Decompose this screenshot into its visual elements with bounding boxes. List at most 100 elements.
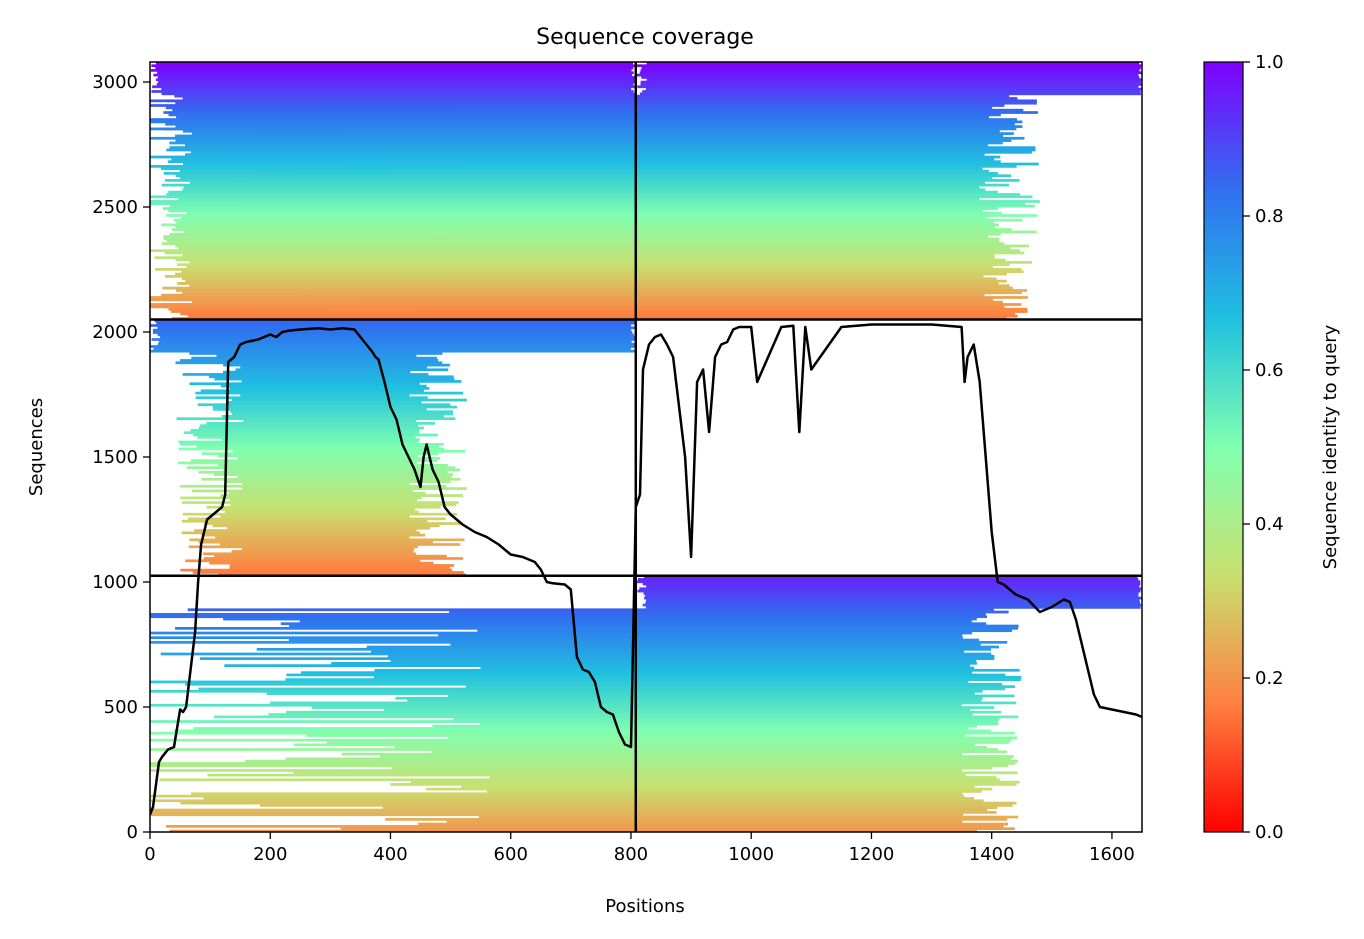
colorbar: 0.0 0.2 0.4 0.6 0.8 1.0 Sequence identity to … [1203,52,1341,843]
coverage-row [150,794,965,798]
coverage-row [221,508,415,511]
coverage-row [189,284,536,288]
coverage-row [362,214,1038,217]
coverage-row [637,589,1141,593]
coverage-row [161,183,503,187]
coverage-row [197,218,1023,222]
coverage-row [283,172,999,175]
coverage-row [342,162,1039,166]
coverage-row [293,771,1018,775]
coverage-row [353,115,990,119]
coverage-row [372,122,1015,126]
coverage-row [187,517,446,521]
coverage-row [229,387,430,390]
coverage-row [447,272,1007,276]
coverage-row [197,435,416,439]
coverage-row [373,675,1022,679]
x-tick-label: 1600 [1089,844,1135,865]
coverage-row [454,143,988,147]
coverage-row [150,303,1022,306]
coverage-row [182,512,458,516]
y-axis: 0 500 1000 1500 2000 2500 3000 [92,72,150,843]
coverage-row [189,382,420,386]
colorbar-tick-label: 0.8 [1255,206,1284,227]
coverage-row [157,342,636,346]
coverage-row [150,748,999,751]
coverage-row [183,431,420,435]
coverage-row [341,752,963,756]
coverage-row [646,599,1140,602]
coverage-row [190,428,420,432]
coverage-row [155,78,635,82]
colorbar-tick-label: 0.2 [1255,668,1284,689]
coverage-row [216,354,417,358]
coverage-row [285,678,1021,681]
coverage-row [240,394,410,397]
coverage-row [176,115,508,119]
coverage-row [347,129,1000,133]
coverage-row [372,113,1001,117]
coverage-row [242,487,467,490]
x-tick-label: 0 [144,844,155,865]
coverage-row [478,815,1019,819]
coverage-line-layer [150,323,1142,815]
coverage-row [394,745,988,749]
coverage-row [438,633,963,637]
coverage-row [150,689,983,693]
chain-boundaries [150,62,1142,832]
coverage-row [157,333,634,337]
coverage-row [150,680,969,684]
coverage-row [175,244,516,248]
coverage-row [158,340,632,344]
coverage-row [453,190,998,194]
coverage-row [461,785,975,789]
coverage-row [199,657,995,661]
coverage-row [641,66,1141,70]
x-tick-label: 600 [494,844,528,865]
coverage-row [196,445,440,449]
coverage-row [223,370,411,374]
coverage-row [305,193,1021,196]
coverage-row [164,275,984,278]
coverage-row [155,66,634,70]
coverage-row [191,300,524,304]
coverage-row [379,755,1014,758]
x-tick-label: 200 [253,844,287,865]
coverage-row [163,235,545,238]
coverage-row [175,627,1018,630]
coverage-row [237,456,441,460]
coverage-row [228,491,426,495]
coverage-row [150,345,635,348]
coverage-row [200,424,419,428]
coverage-row [270,701,1017,705]
coverage-row [311,706,995,709]
coverage-row [180,484,447,488]
coverage-row [240,366,428,369]
coverage-row [479,284,1010,288]
coverage-row [170,310,547,313]
coverage-row [224,188,986,192]
coverage-row [208,375,454,379]
x-tick-label: 1200 [849,844,895,865]
coverage-row [258,167,983,171]
coverage-row [198,470,448,474]
y-tick-label: 2500 [92,197,138,218]
coverage-row [268,713,973,716]
coverage-row [198,687,1006,691]
coverage-row [292,169,989,173]
coverage-row [293,260,1032,264]
coverage-row [645,594,1139,598]
coverage-row [150,195,1033,199]
coverage-row [150,769,963,772]
coverage-row [176,417,456,421]
coverage-row [241,380,462,383]
coverage-row [230,410,454,414]
coverage-row [180,568,453,572]
coverage-row [449,610,1009,614]
coverage-row [150,731,1015,735]
coverage-row [162,207,515,210]
y-axis-label: Sequences [26,398,47,496]
coverage-row [286,710,1002,714]
coverage-row [169,829,978,832]
coverage-row [447,242,1005,245]
